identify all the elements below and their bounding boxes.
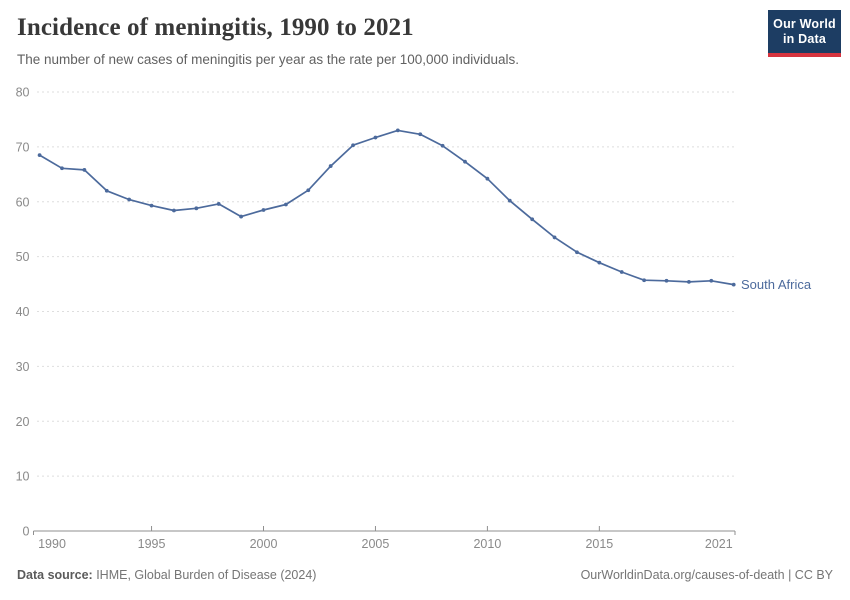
data-point[interactable] (37, 153, 42, 158)
data-point[interactable] (60, 166, 64, 171)
y-tick-label: 70 (16, 140, 30, 154)
owid-logo-line1: Our World (773, 16, 836, 31)
data-source-text: IHME, Global Burden of Disease (2024) (92, 568, 317, 582)
data-point[interactable] (418, 132, 423, 137)
data-point[interactable] (463, 159, 467, 164)
x-tick-label: 2000 (250, 537, 278, 551)
data-point[interactable] (373, 135, 378, 140)
series-line[interactable] (38, 129, 735, 286)
series-label[interactable]: South Africa (741, 277, 812, 292)
data-point[interactable] (239, 214, 244, 219)
data-source-note: Data source: IHME, Global Burden of Dise… (17, 568, 316, 582)
data-point[interactable] (709, 278, 714, 283)
data-point[interactable] (261, 208, 266, 212)
y-tick-label: 0 (23, 525, 30, 539)
data-point[interactable] (597, 260, 602, 265)
line-chart: 0 10 20 30 40 50 60 70 80 1990 1995 2000 2005 2010 201… (16, 86, 812, 552)
data-point[interactable] (552, 235, 557, 240)
x-tick-label: 2021 (705, 537, 733, 551)
chart-subtitle: The number of new cases of meningitis pe… (17, 52, 520, 67)
y-tick-label: 20 (16, 415, 30, 429)
data-point[interactable] (306, 188, 311, 193)
owid-logo[interactable]: Our World in Data (768, 10, 841, 57)
data-point[interactable] (507, 198, 512, 203)
data-point[interactable] (328, 164, 333, 168)
y-tick-label: 80 (16, 86, 30, 100)
data-point[interactable] (664, 278, 669, 283)
data-point[interactable] (440, 143, 445, 148)
y-tick-label: 60 (16, 195, 30, 209)
data-point[interactable] (731, 282, 736, 287)
x-tick-label: 2010 (473, 537, 501, 551)
data-point[interactable] (149, 203, 154, 208)
y-tick-label: 10 (16, 470, 30, 484)
data-point[interactable] (575, 250, 579, 255)
data-point[interactable] (642, 278, 647, 283)
data-point[interactable] (104, 188, 109, 193)
data-point[interactable] (283, 202, 288, 207)
data-point[interactable] (216, 202, 221, 206)
x-tick-label: 2015 (585, 537, 613, 551)
y-tick-label: 50 (16, 250, 30, 264)
data-point[interactable] (194, 206, 199, 211)
data-point[interactable] (351, 143, 355, 148)
owid-url-link[interactable]: OurWorldinData.org/causes-of-death | CC … (580, 568, 833, 582)
y-tick-label: 40 (16, 305, 30, 319)
chart-footer: Data source: IHME, Global Burden of Dise… (17, 568, 833, 582)
data-source-label: Data source: (17, 568, 93, 582)
x-tick-label: 1990 (38, 537, 66, 551)
owid-logo-line2: in Data (782, 31, 827, 46)
data-point[interactable] (172, 208, 176, 213)
data-point[interactable] (82, 168, 87, 172)
data-point[interactable] (395, 128, 400, 133)
data-point[interactable] (485, 176, 490, 181)
data-point[interactable] (619, 270, 624, 274)
data-point[interactable] (127, 197, 132, 202)
chart-title: Incidence of meningitis, 1990 to 2021 (17, 14, 414, 41)
y-tick-label: 30 (16, 360, 30, 374)
data-point[interactable] (530, 217, 535, 222)
x-tick-label: 2005 (362, 537, 390, 551)
data-point[interactable] (687, 279, 691, 284)
x-tick-label: 1995 (138, 537, 166, 551)
